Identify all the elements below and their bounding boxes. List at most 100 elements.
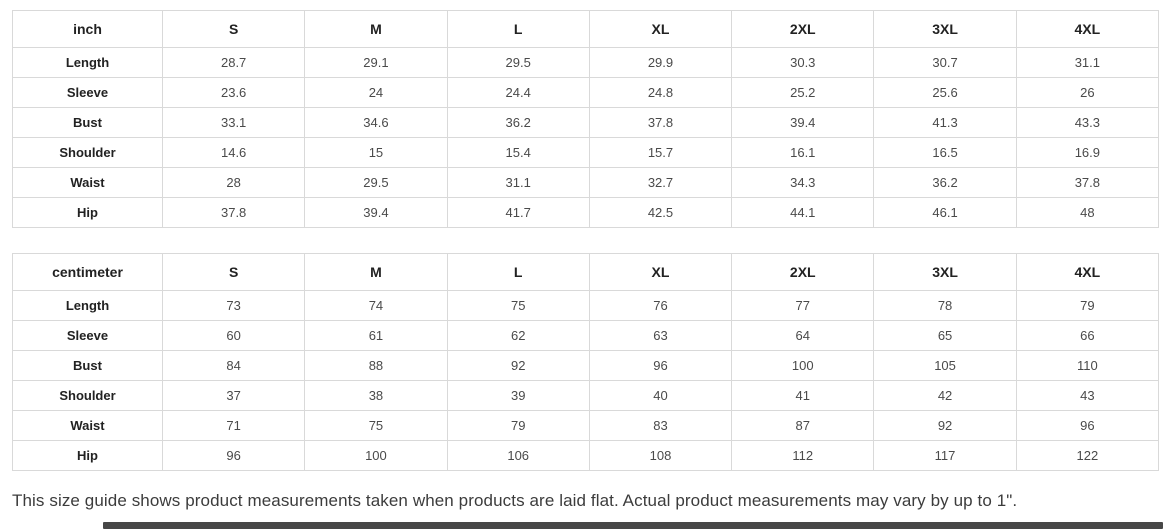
measurement-value-cell: 16.5 bbox=[873, 137, 1017, 168]
measurement-value-cell: 29.1 bbox=[304, 47, 448, 78]
table-row: Length 28.7 29.1 29.5 29.9 30.3 30.7 31.1 bbox=[12, 47, 1160, 78]
measurement-value-cell: 117 bbox=[873, 440, 1017, 471]
measurement-value-cell: 28 bbox=[161, 167, 306, 198]
table-row: Waist 28 29.5 31.1 32.7 34.3 36.2 37.8 bbox=[12, 167, 1160, 198]
size-table-centimeter-body: Length 73 74 75 76 77 78 79 Sleeve 60 61 62 63 64 65 66… bbox=[12, 290, 1160, 471]
measurement-value-cell: 39.4 bbox=[731, 107, 875, 138]
measurement-label-cell: Bust bbox=[12, 350, 163, 381]
measurement-value-cell: 92 bbox=[873, 410, 1017, 441]
measurement-value-cell: 96 bbox=[1015, 410, 1160, 441]
measurement-value-cell: 24 bbox=[304, 77, 448, 108]
measurement-value-cell: 32.7 bbox=[588, 167, 733, 198]
measurement-value-cell: 34.6 bbox=[304, 107, 448, 138]
size-header-cell: L bbox=[446, 253, 590, 291]
measurement-label-cell: Bust bbox=[12, 107, 163, 138]
table-row: Length 73 74 75 76 77 78 79 bbox=[12, 290, 1160, 321]
measurement-value-cell: 24.8 bbox=[588, 77, 733, 108]
measurement-value-cell: 26 bbox=[1015, 77, 1160, 108]
measurement-value-cell: 38 bbox=[304, 380, 448, 411]
table-row: Shoulder 14.6 15 15.4 15.7 16.1 16.5 16.9 bbox=[12, 137, 1160, 168]
size-header-cell: 3XL bbox=[873, 253, 1017, 291]
size-header-cell: 2XL bbox=[731, 10, 875, 48]
measurement-value-cell: 46.1 bbox=[873, 197, 1017, 228]
measurement-label-cell: Length bbox=[12, 47, 163, 78]
measurement-value-cell: 88 bbox=[304, 350, 448, 381]
size-header-cell: S bbox=[161, 253, 306, 291]
measurement-value-cell: 83 bbox=[588, 410, 733, 441]
measurement-value-cell: 41.3 bbox=[873, 107, 1017, 138]
size-header-cell: 2XL bbox=[731, 253, 875, 291]
table-row: Waist 71 75 79 83 87 92 96 bbox=[12, 410, 1160, 441]
size-header-cell: L bbox=[446, 10, 590, 48]
measurement-label-cell: Sleeve bbox=[12, 77, 163, 108]
measurement-value-cell: 75 bbox=[304, 410, 448, 441]
table-row: Hip 37.8 39.4 41.7 42.5 44.1 46.1 48 bbox=[12, 197, 1160, 228]
measurement-value-cell: 75 bbox=[446, 290, 590, 321]
measurement-value-cell: 28.7 bbox=[161, 47, 306, 78]
measurement-value-cell: 31.1 bbox=[1015, 47, 1160, 78]
measurement-value-cell: 96 bbox=[161, 440, 306, 471]
measurement-value-cell: 25.2 bbox=[731, 77, 875, 108]
size-header-cell: S bbox=[161, 10, 306, 48]
measurement-value-cell: 60 bbox=[161, 320, 306, 351]
size-header-cell: M bbox=[304, 253, 448, 291]
measurement-value-cell: 36.2 bbox=[446, 107, 590, 138]
measurement-label-cell: Waist bbox=[12, 167, 163, 198]
measurement-value-cell: 100 bbox=[731, 350, 875, 381]
measurement-value-cell: 16.9 bbox=[1015, 137, 1160, 168]
measurement-value-cell: 108 bbox=[588, 440, 733, 471]
measurement-value-cell: 112 bbox=[731, 440, 875, 471]
measurement-value-cell: 100 bbox=[304, 440, 448, 471]
header-row: centimeter S M L XL 2XL 3XL 4XL bbox=[12, 253, 1160, 291]
measurement-value-cell: 15.7 bbox=[588, 137, 733, 168]
measurement-label-cell: Shoulder bbox=[12, 137, 163, 168]
measurement-value-cell: 29.5 bbox=[446, 47, 590, 78]
measurement-label-cell: Shoulder bbox=[12, 380, 163, 411]
measurement-value-cell: 61 bbox=[304, 320, 448, 351]
measurement-value-cell: 73 bbox=[161, 290, 306, 321]
measurement-label-cell: Waist bbox=[12, 410, 163, 441]
table-row: Shoulder 37 38 39 40 41 42 43 bbox=[12, 380, 1160, 411]
measurement-value-cell: 41 bbox=[731, 380, 875, 411]
measurement-value-cell: 43.3 bbox=[1015, 107, 1160, 138]
measurement-label-cell: Sleeve bbox=[12, 320, 163, 351]
size-table-inch-header: inch S M L XL 2XL 3XL 4XL bbox=[12, 10, 1160, 48]
measurement-value-cell: 39.4 bbox=[304, 197, 448, 228]
size-header-cell: XL bbox=[588, 10, 733, 48]
measurement-value-cell: 71 bbox=[161, 410, 306, 441]
measurement-value-cell: 48 bbox=[1015, 197, 1160, 228]
size-header-cell: XL bbox=[588, 253, 733, 291]
measurement-value-cell: 64 bbox=[731, 320, 875, 351]
measurement-value-cell: 42.5 bbox=[588, 197, 733, 228]
measurement-value-cell: 87 bbox=[731, 410, 875, 441]
measurement-value-cell: 77 bbox=[731, 290, 875, 321]
table-row: Sleeve 23.6 24 24.4 24.8 25.2 25.6 26 bbox=[12, 77, 1160, 108]
measurement-value-cell: 25.6 bbox=[873, 77, 1017, 108]
measurement-value-cell: 96 bbox=[588, 350, 733, 381]
measurement-value-cell: 30.7 bbox=[873, 47, 1017, 78]
measurement-value-cell: 63 bbox=[588, 320, 733, 351]
size-guide-note: This size guide shows product measuremen… bbox=[12, 491, 1018, 510]
measurement-value-cell: 62 bbox=[446, 320, 590, 351]
measurement-value-cell: 37.8 bbox=[1015, 167, 1160, 198]
horizontal-scrollbar[interactable] bbox=[103, 522, 1163, 529]
size-header-cell: M bbox=[304, 10, 448, 48]
measurement-value-cell: 66 bbox=[1015, 320, 1160, 351]
measurement-value-cell: 16.1 bbox=[731, 137, 875, 168]
measurement-value-cell: 42 bbox=[873, 380, 1017, 411]
measurement-value-cell: 36.2 bbox=[873, 167, 1017, 198]
measurement-value-cell: 43 bbox=[1015, 380, 1160, 411]
measurement-value-cell: 40 bbox=[588, 380, 733, 411]
measurement-label-cell: Length bbox=[12, 290, 163, 321]
measurement-value-cell: 110 bbox=[1015, 350, 1160, 381]
measurement-value-cell: 106 bbox=[446, 440, 590, 471]
size-table-inch-body: Length 28.7 29.1 29.5 29.9 30.3 30.7 31.1 Sleeve… bbox=[12, 47, 1160, 228]
measurement-value-cell: 79 bbox=[446, 410, 590, 441]
measurement-value-cell: 30.3 bbox=[731, 47, 875, 78]
measurement-value-cell: 14.6 bbox=[161, 137, 306, 168]
unit-header-cell: centimeter bbox=[12, 253, 163, 291]
measurement-value-cell: 15 bbox=[304, 137, 448, 168]
unit-header-cell: inch bbox=[12, 10, 163, 48]
size-header-cell: 3XL bbox=[873, 10, 1017, 48]
measurement-value-cell: 37.8 bbox=[161, 197, 306, 228]
